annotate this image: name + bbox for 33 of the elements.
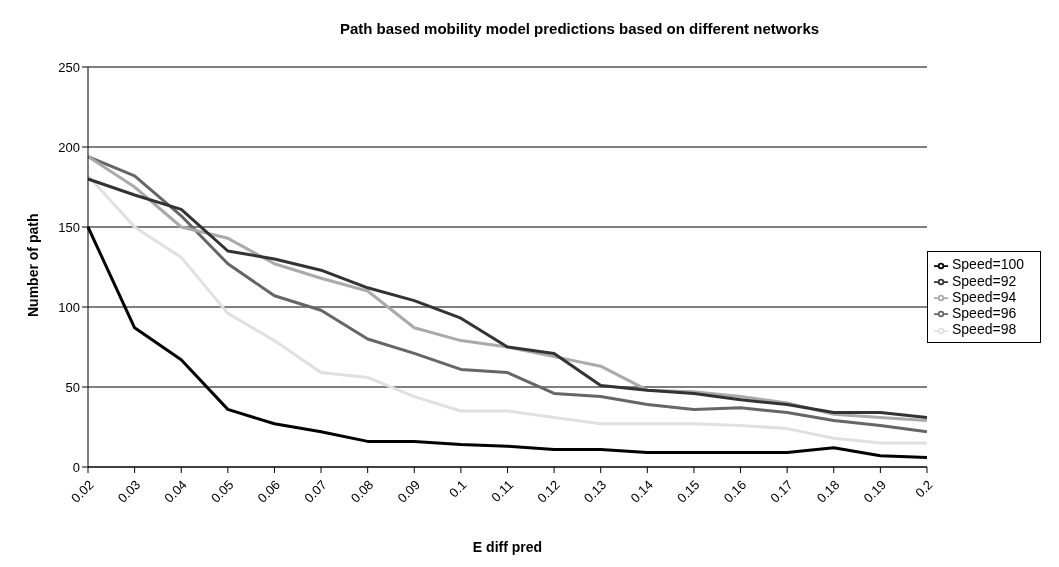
x-tick-label: 0.04 (161, 477, 190, 506)
x-tick-label: 0.2 (912, 477, 936, 501)
x-tick-label: 0.16 (720, 477, 750, 506)
legend-label: Speed=100 (951, 256, 1024, 273)
x-tick-label: 0.11 (488, 477, 517, 505)
x-tick-label: 0.06 (254, 477, 284, 506)
y-tick-label: 200 (58, 139, 80, 155)
x-tick-label: 0.19 (860, 477, 890, 506)
y-tick-label: 50 (65, 379, 80, 395)
y-tick-label: 0 (72, 459, 80, 475)
x-tick-label: 0.18 (813, 477, 843, 506)
y-tick-label: 250 (58, 59, 80, 75)
y-axis-title: Number of path (24, 213, 41, 317)
x-tick-label: 0.1 (446, 477, 470, 501)
x-tick-label: 0.09 (394, 477, 423, 506)
x-tick-label: 0.14 (627, 477, 656, 506)
x-tick-label: 0.02 (68, 477, 97, 506)
x-tick-label: 0.07 (301, 477, 330, 506)
x-tick-label: 0.08 (347, 477, 377, 506)
x-tick-label: 0.12 (534, 477, 563, 506)
legend-label: Speed=96 (951, 305, 1017, 322)
y-tick-label: 100 (58, 299, 80, 315)
legend-label: Speed=98 (951, 321, 1017, 338)
legend-label: Speed=92 (951, 272, 1017, 289)
legend-label: Speed=94 (951, 288, 1017, 305)
x-tick-label: 0.03 (114, 477, 144, 506)
x-tick-label: 0.15 (674, 477, 703, 506)
x-tick-label: 0.13 (580, 477, 610, 506)
x-tick-label: 0.05 (207, 477, 237, 506)
x-tick-label: 0.17 (767, 477, 796, 506)
chart-title: Path based mobility model predictions based on different networks (338, 19, 821, 37)
y-tick-label: 150 (58, 219, 80, 235)
x-axis-title: E diff pred (472, 539, 543, 555)
